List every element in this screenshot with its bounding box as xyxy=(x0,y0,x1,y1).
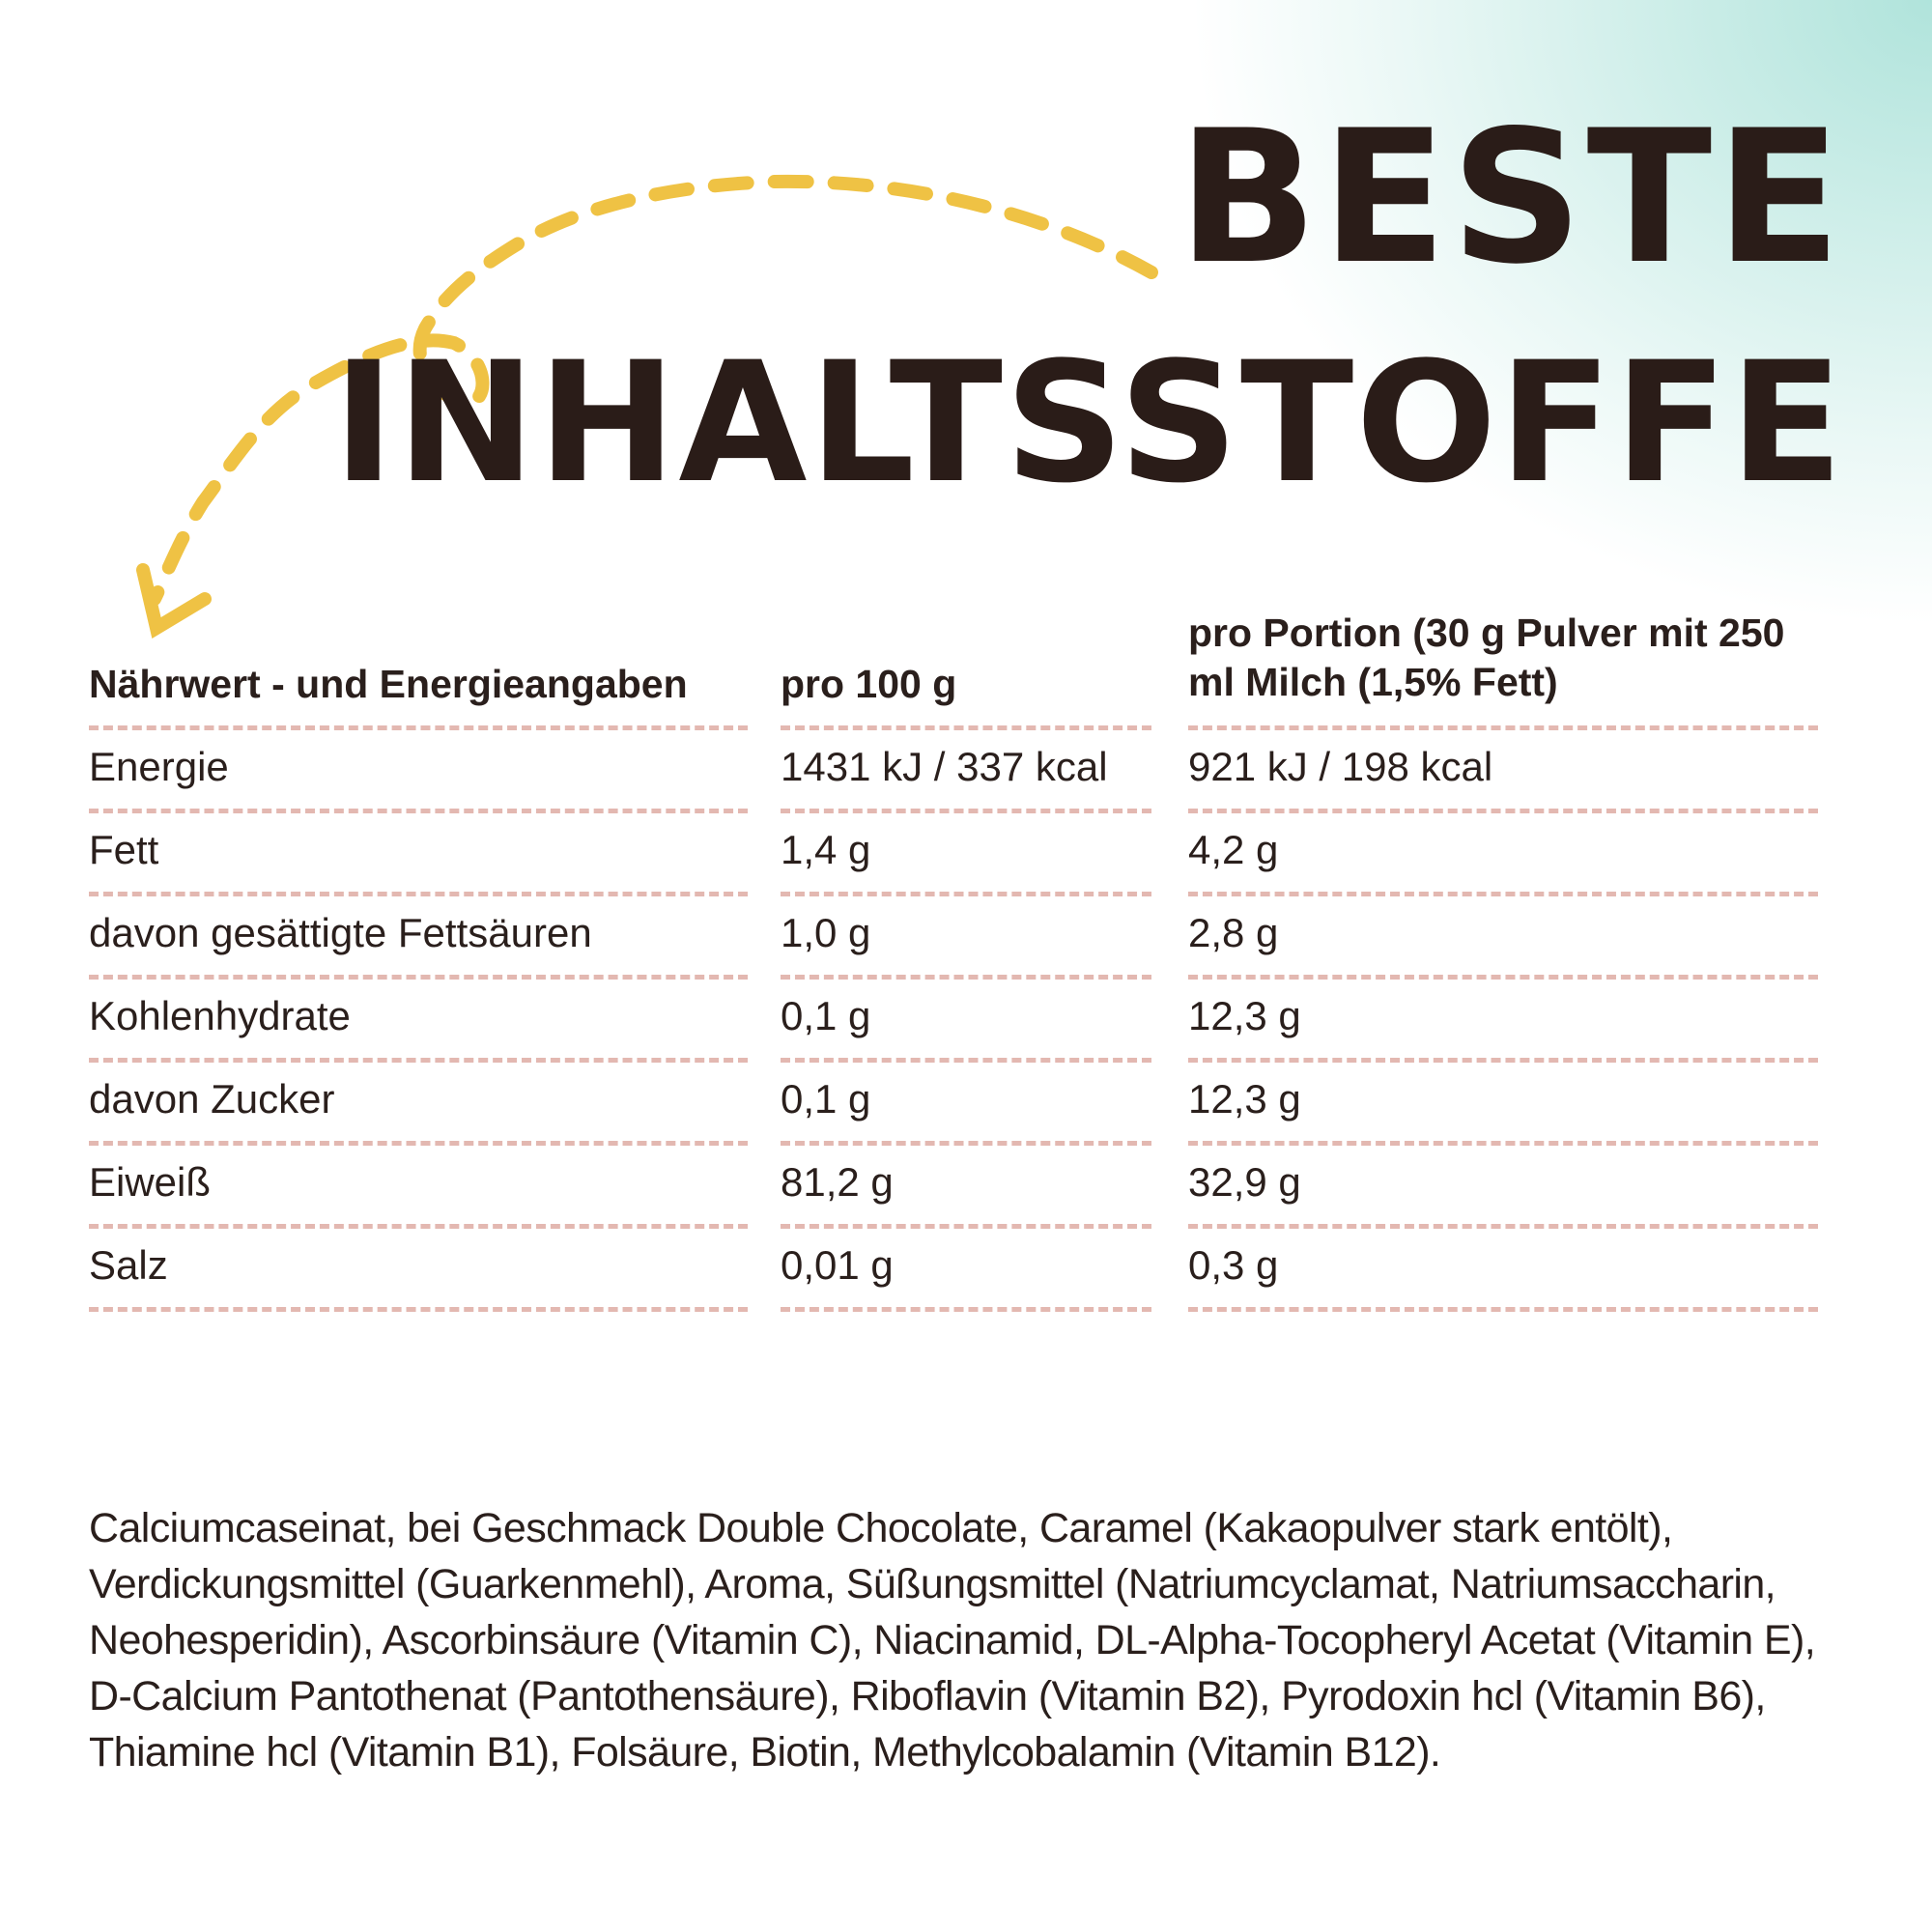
headline-line-2: INHALTSSTOFFE xyxy=(332,326,1845,520)
value-per-portion: 4,2 g xyxy=(1188,826,1818,896)
header-per-portion: pro Portion (30 g Pulver mit 250 ml Milc… xyxy=(1188,609,1818,730)
headline: BESTE INHALTSSTOFFE xyxy=(332,106,1845,506)
value-per-100g: 1,4 g xyxy=(781,826,1151,896)
value-per-portion: 921 kJ / 198 kcal xyxy=(1188,743,1818,813)
value-per-portion: 12,3 g xyxy=(1188,1075,1818,1146)
value-per-100g: 0,1 g xyxy=(781,992,1151,1063)
value-per-100g: 1431 kJ / 337 kcal xyxy=(781,743,1151,813)
header-per-100g: pro 100 g xyxy=(781,661,1151,730)
value-per-portion: 0,3 g xyxy=(1188,1241,1818,1312)
table-row: Eiweiß 81,2 g 32,9 g xyxy=(89,1146,1818,1229)
value-per-portion: 32,9 g xyxy=(1188,1158,1818,1229)
nutrient-label: Fett xyxy=(89,826,748,896)
table-row: Fett 1,4 g 4,2 g xyxy=(89,813,1818,896)
nutrient-label: Salz xyxy=(89,1241,748,1312)
value-per-100g: 0,1 g xyxy=(781,1075,1151,1146)
nutrient-label: Energie xyxy=(89,743,748,813)
table-row: Kohlenhydrate 0,1 g 12,3 g xyxy=(89,980,1818,1063)
table-row: davon Zucker 0,1 g 12,3 g xyxy=(89,1063,1818,1146)
headline-line-1: BESTE xyxy=(1178,91,1845,304)
header-nutrient: Nährwert - und Energieangaben xyxy=(89,661,748,730)
value-per-portion: 2,8 g xyxy=(1188,909,1818,980)
value-per-portion: 12,3 g xyxy=(1188,992,1818,1063)
value-per-100g: 1,0 g xyxy=(781,909,1151,980)
value-per-100g: 0,01 g xyxy=(781,1241,1151,1312)
nutrition-table: Nährwert - und Energieangaben pro 100 g … xyxy=(89,611,1818,1312)
nutrient-label: davon Zucker xyxy=(89,1075,748,1146)
ingredients-text: Calciumcaseinat, bei Geschmack Double Ch… xyxy=(89,1505,1816,1776)
table-row: Energie 1431 kJ / 337 kcal 921 kJ / 198 … xyxy=(89,730,1818,813)
table-row: Salz 0,01 g 0,3 g xyxy=(89,1229,1818,1312)
table-row: davon gesättigte Fettsäuren 1,0 g 2,8 g xyxy=(89,896,1818,980)
value-per-100g: 81,2 g xyxy=(781,1158,1151,1229)
nutrient-label: davon gesättigte Fettsäuren xyxy=(89,909,748,980)
nutrient-label: Kohlenhydrate xyxy=(89,992,748,1063)
nutrient-label: Eiweiß xyxy=(89,1158,748,1229)
table-header-row: Nährwert - und Energieangaben pro 100 g … xyxy=(89,611,1818,730)
